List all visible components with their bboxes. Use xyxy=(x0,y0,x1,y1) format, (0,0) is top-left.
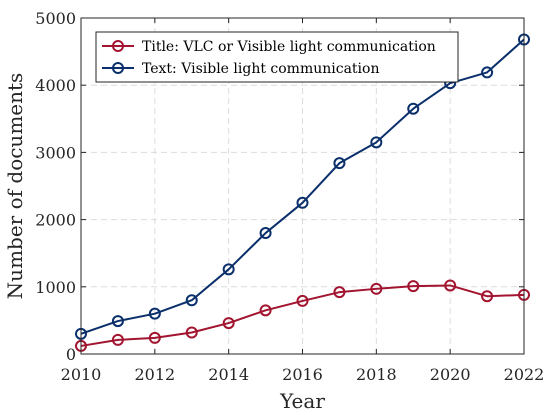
x-tick-label: 2014 xyxy=(208,365,249,384)
legend-entry: Title: VLC or Visible light communicatio… xyxy=(102,39,436,55)
data-point xyxy=(111,333,124,346)
data-point xyxy=(296,294,309,307)
x-tick-label: 2018 xyxy=(356,365,397,384)
y-tick-label: 3000 xyxy=(35,143,76,162)
data-point xyxy=(370,136,383,149)
series-line xyxy=(80,284,525,347)
data-point xyxy=(333,286,346,299)
axis-ticks: 2010 2012 2014 2016 2018 2020 2022 0 1000 2000 300… xyxy=(35,9,544,384)
legend-label: Text: Visible light communication xyxy=(142,61,379,77)
data-point xyxy=(481,290,494,303)
legend-entry: Text: Visible light communication xyxy=(102,61,379,77)
data-point xyxy=(222,317,235,330)
x-tick-label: 2022 xyxy=(504,365,545,384)
x-tick-label: 2020 xyxy=(430,365,471,384)
legend-marker-swatch xyxy=(112,40,124,52)
data-point xyxy=(185,326,198,339)
data-point xyxy=(222,263,235,276)
data-point xyxy=(370,282,383,295)
legend-box xyxy=(95,31,459,83)
data-point xyxy=(259,227,272,240)
y-tick-label: 0 xyxy=(66,345,76,364)
data-point xyxy=(111,315,124,328)
series-2 xyxy=(75,33,530,340)
data-point xyxy=(333,157,346,170)
y-tick-label: 5000 xyxy=(35,9,76,28)
series-layer xyxy=(75,33,530,352)
data-point xyxy=(185,294,198,307)
data-point xyxy=(148,331,161,344)
y-axis-label: Number of documents xyxy=(3,73,27,300)
data-point xyxy=(296,196,309,209)
y-tick-label: 4000 xyxy=(35,76,76,95)
legend: Title: VLC or Visible light communicatio… xyxy=(95,31,459,83)
data-point xyxy=(407,102,420,115)
series-1 xyxy=(75,279,530,352)
x-tick-label: 2010 xyxy=(61,365,102,384)
data-point xyxy=(444,279,457,292)
data-point xyxy=(259,304,272,317)
data-point xyxy=(148,307,161,320)
legend-label: Title: VLC or Visible light communicatio… xyxy=(142,39,436,55)
data-point xyxy=(481,66,494,79)
legend-marker-swatch xyxy=(112,62,124,74)
x-tick-label: 2016 xyxy=(282,365,323,384)
series-line xyxy=(80,38,525,335)
y-tick-label: 2000 xyxy=(35,211,76,230)
y-tick-label: 1000 xyxy=(35,278,76,297)
x-axis-label: Year xyxy=(279,389,325,413)
data-point xyxy=(407,280,420,293)
x-tick-label: 2012 xyxy=(134,365,175,384)
